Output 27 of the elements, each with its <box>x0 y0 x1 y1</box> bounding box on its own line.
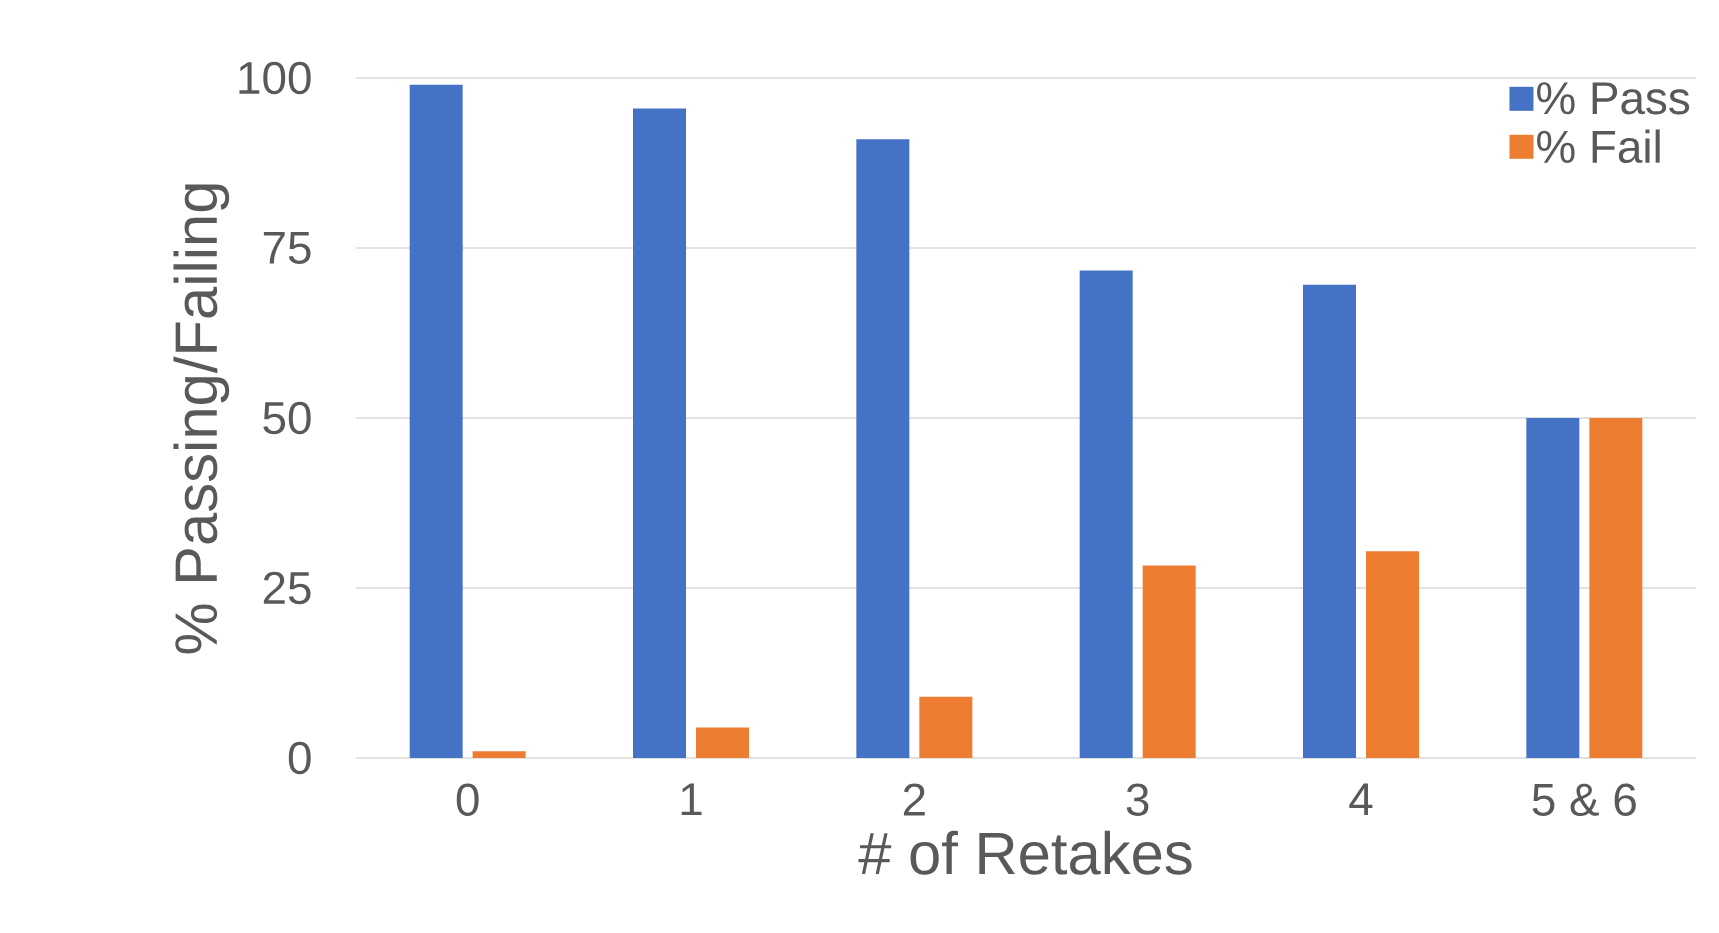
x-tick-label: 4 <box>1349 783 1373 816</box>
x-tick-label: 1 <box>681 783 702 816</box>
bar <box>856 139 910 758</box>
bar <box>919 696 973 758</box>
bar <box>633 108 687 758</box>
x-tick-label: 3 <box>1126 783 1149 816</box>
bar <box>1589 417 1643 758</box>
bar <box>472 751 526 758</box>
y-tick-label: 100 <box>239 61 311 95</box>
x-tick-label: 5 & 6 <box>1532 783 1636 816</box>
y-tick-label: 50 <box>263 401 311 435</box>
legend-label: % Fail <box>1537 129 1660 164</box>
y-tick-label: 75 <box>263 231 311 264</box>
bar <box>409 84 463 758</box>
y-axis-title: % Passing/Failing <box>173 184 230 654</box>
bar <box>1526 417 1580 758</box>
bar <box>1303 284 1357 758</box>
y-tick-label: 0 <box>288 741 311 775</box>
x-tick-label: 2 <box>903 783 925 816</box>
legend-label: % Pass <box>1537 82 1690 115</box>
bar <box>696 727 750 758</box>
y-tick-label: 25 <box>263 571 311 605</box>
bar <box>1366 551 1420 758</box>
bar <box>1079 270 1133 758</box>
x-axis-title: # of Retakes <box>858 830 1192 875</box>
x-tick-label: 0 <box>456 783 479 816</box>
bar <box>1142 565 1196 758</box>
